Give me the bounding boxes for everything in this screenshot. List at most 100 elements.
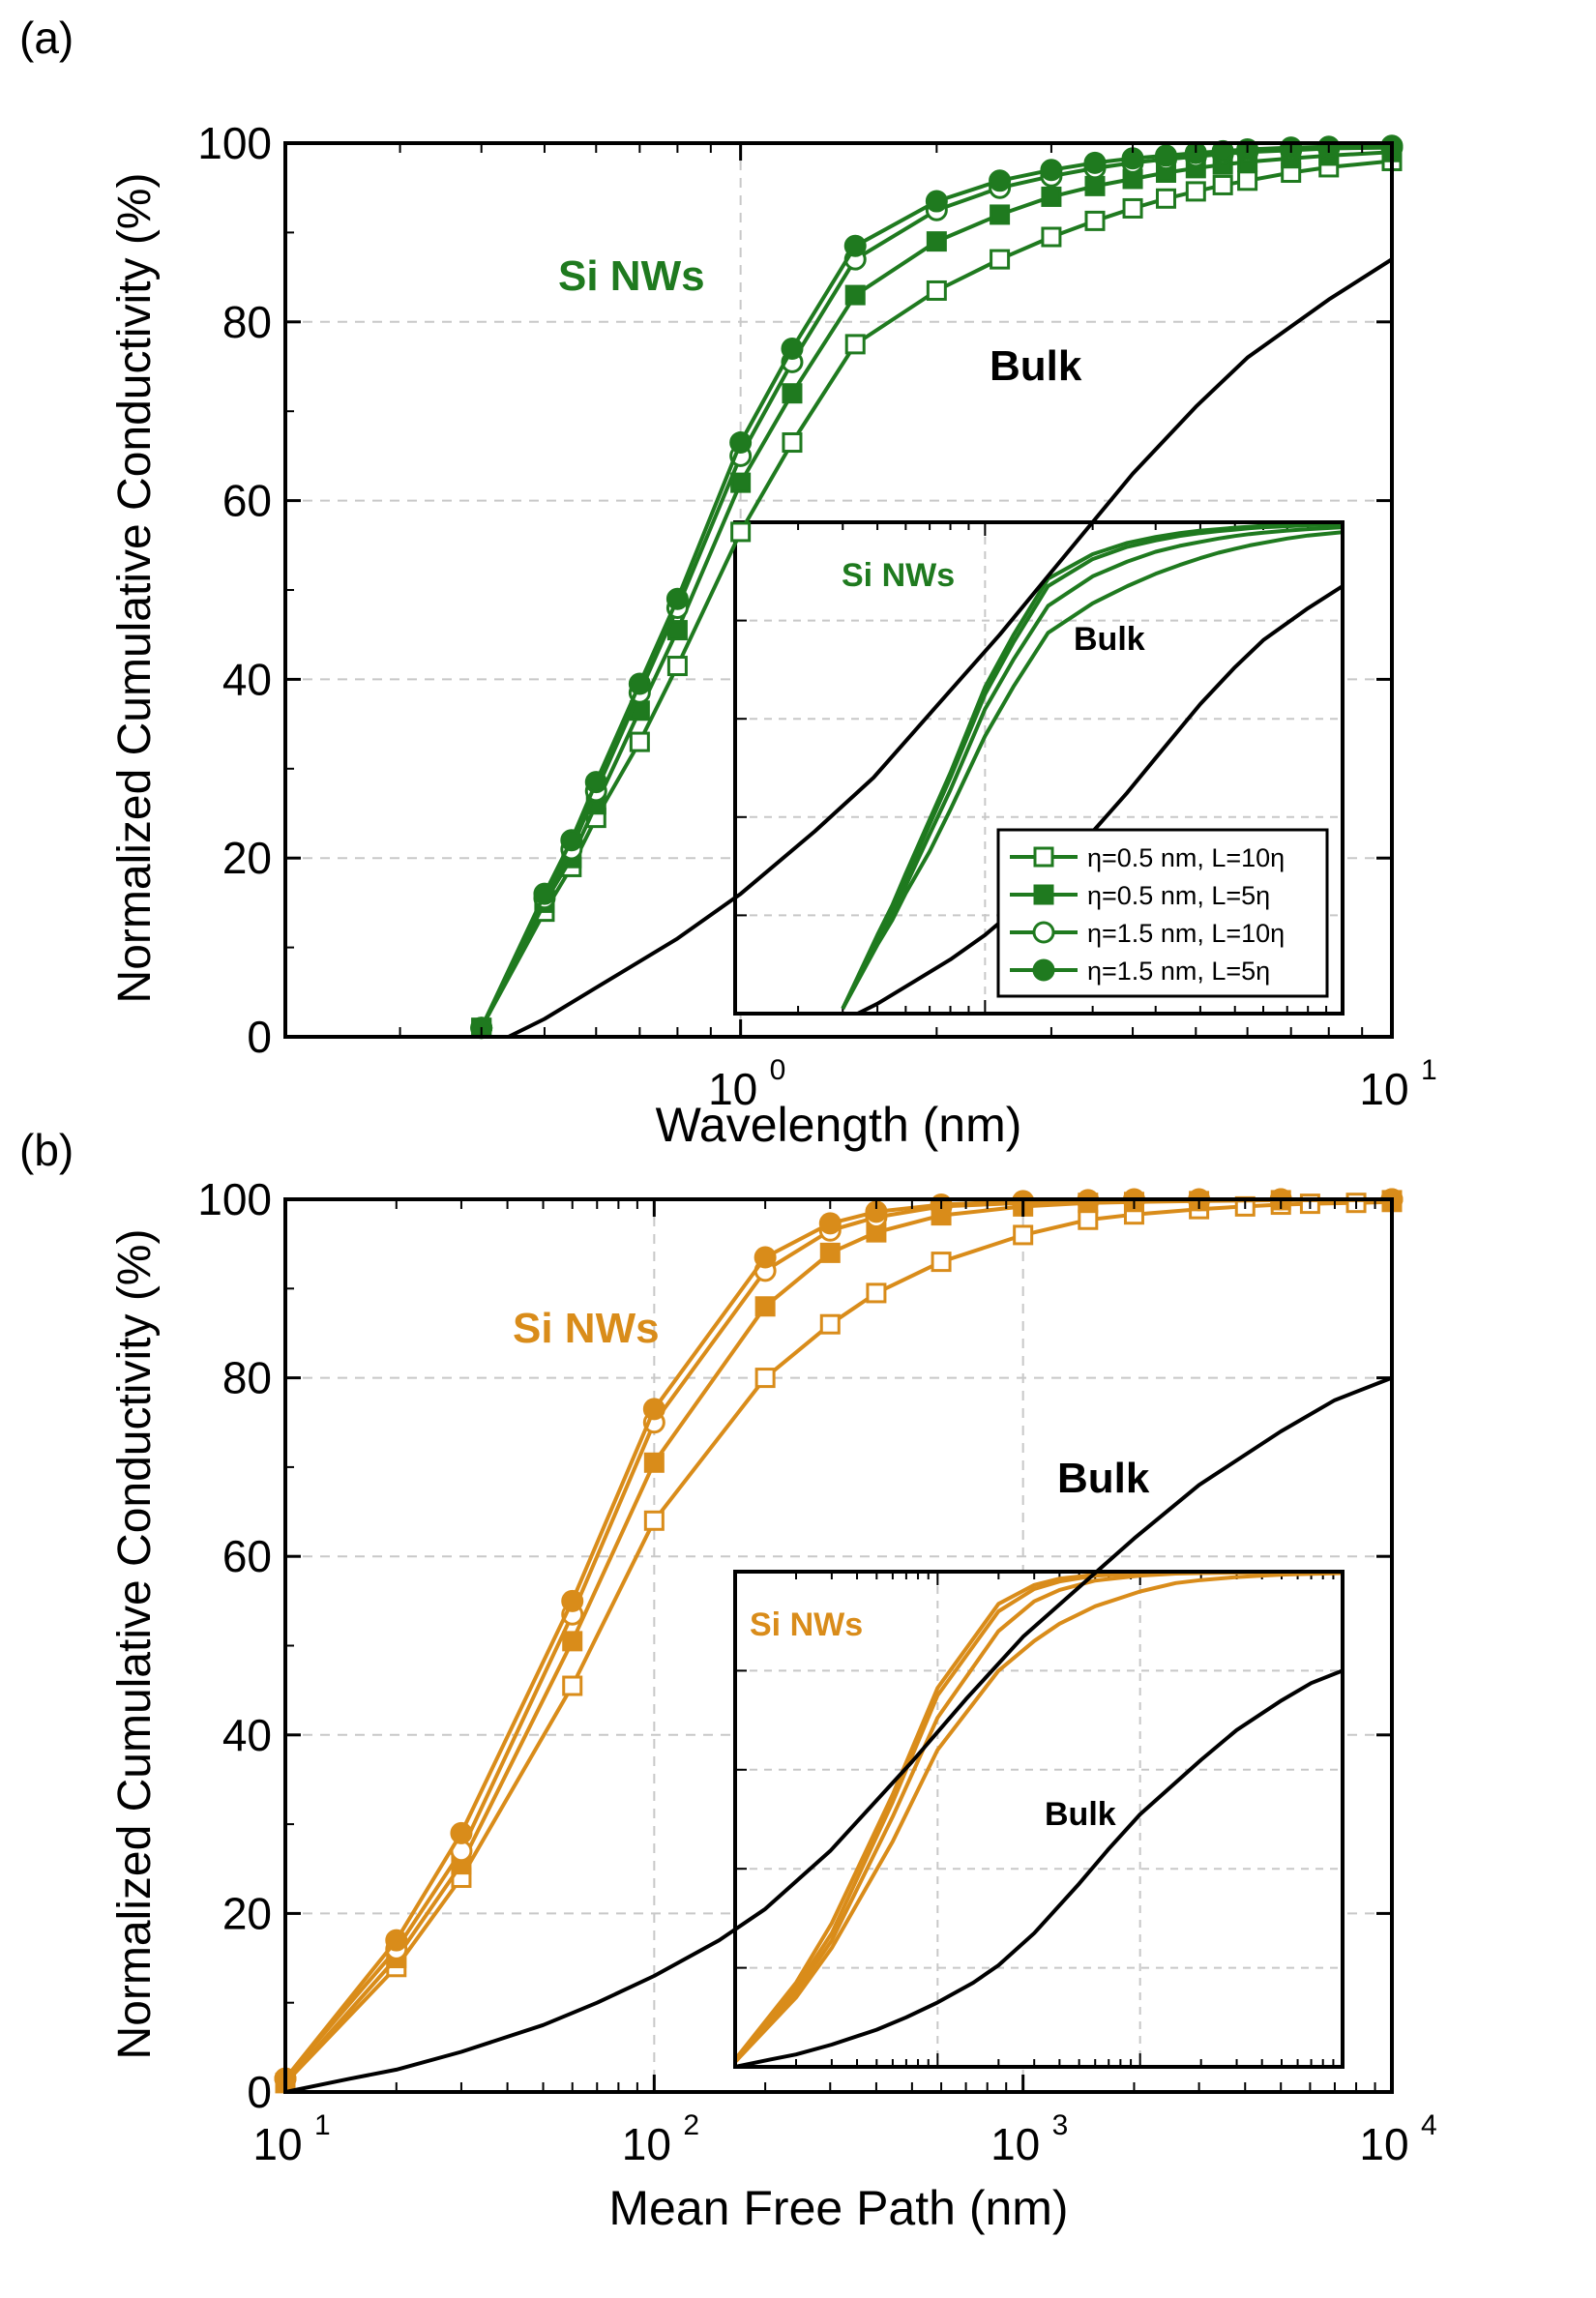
series-4-point <box>584 771 607 794</box>
legend-marker <box>1032 921 1055 944</box>
series-2-point <box>730 472 752 493</box>
x-tick-label: 10 <box>1359 1064 1408 1114</box>
x-tick-label: 10 <box>622 2119 671 2169</box>
panel-a-series <box>470 134 1404 1040</box>
series-1-point <box>754 1368 776 1389</box>
series-1-point <box>990 249 1011 270</box>
x-tick-label-exponent: 1 <box>1421 1054 1437 1086</box>
y-tick-label: 80 <box>222 1353 272 1403</box>
legend-entry: η=0.5 nm, L=10η <box>1087 843 1285 872</box>
y-tick-label: 0 <box>247 2067 272 2117</box>
series-1-point <box>666 656 688 677</box>
inset-frame <box>733 1570 1345 2069</box>
series-4-point <box>1040 159 1063 182</box>
series-2-point <box>819 1242 841 1263</box>
series-1-point <box>1237 170 1258 192</box>
series-1-point <box>1041 226 1062 248</box>
series-4-point <box>1083 151 1107 174</box>
bulk-line <box>507 257 1392 1037</box>
series-1-point <box>926 280 947 301</box>
x-tick-label-exponent: 4 <box>1421 2109 1437 2141</box>
series-2-point <box>1084 175 1106 196</box>
series-1-point <box>931 1252 952 1273</box>
inset-background <box>735 1572 1343 2067</box>
series-2-line <box>841 525 1343 1010</box>
inset-series <box>841 522 1343 1014</box>
series-4-point <box>665 587 689 610</box>
x-tick-label-exponent: 3 <box>1052 2109 1069 2141</box>
series-2-point <box>562 1631 583 1652</box>
series-4-point <box>642 1398 665 1421</box>
panel-a-annotation-bulk: Bulk <box>990 342 1082 390</box>
x-tick-label: 10 <box>990 2119 1040 2169</box>
legend-entry: η=1.5 nm, L=10η <box>1087 919 1285 948</box>
inset-annotation-bulk: Bulk <box>1045 1796 1116 1833</box>
series-1-point <box>1122 197 1143 219</box>
series-1-point <box>730 521 752 543</box>
panel-a-annotation-si-nws: Si NWs <box>558 252 705 300</box>
series-4-point <box>628 672 651 695</box>
y-tick-label: 40 <box>222 654 272 704</box>
y-tick-label: 100 <box>197 118 272 168</box>
series-1-point <box>1185 181 1206 202</box>
series-1-point <box>1212 174 1233 195</box>
panel-b-ticks: 0 20 40 60 80 100 10 1 10 2 10 3 10 4 <box>197 1174 1436 2169</box>
series-1-point <box>782 432 803 454</box>
panel-a-label: (a) <box>19 13 74 63</box>
series-4-point <box>754 1246 777 1269</box>
series-4-point <box>989 169 1012 192</box>
series-2-point <box>782 383 803 404</box>
inset-frame <box>733 520 1345 1016</box>
series-4-point <box>385 1929 408 1952</box>
x-tick-label: 10 <box>708 1064 757 1114</box>
x-tick-label-exponent: 2 <box>683 2109 699 2141</box>
series-4-line <box>735 1572 1343 2061</box>
series-1-point <box>844 334 866 355</box>
x-tick-label-exponent: 0 <box>770 1054 786 1086</box>
panel-b-x-axis-label: Mean Free Path (nm) <box>608 2181 1068 2235</box>
series-4-point <box>781 338 804 361</box>
x-tick-label: 10 <box>1359 2119 1408 2169</box>
series-2-point <box>844 284 866 306</box>
series-4-point <box>818 1212 842 1235</box>
panel-b-y-axis-label: Normalized Cumulative Conductivity (%) <box>109 1229 161 2060</box>
legend-entry: η=1.5 nm, L=5η <box>1087 957 1270 986</box>
series-4-point <box>450 1821 473 1844</box>
panel-b-grid <box>285 1199 1392 2092</box>
bulk-line <box>285 1375 1392 2092</box>
series-1-point <box>1084 210 1106 231</box>
series-4-point <box>843 234 867 257</box>
series-4-point <box>729 431 753 455</box>
bulk-line <box>735 1668 1343 2067</box>
series-2-point <box>926 231 947 252</box>
panel-b-annotation-bulk: Bulk <box>1057 1455 1150 1502</box>
series-1-point <box>1078 1209 1099 1230</box>
panel-b-label: (b) <box>19 1125 74 1175</box>
series-1-point <box>1155 188 1176 209</box>
series-2-point <box>643 1452 665 1473</box>
legend: η=0.5 nm, L=10η η=0.5 nm, L=5η η=1.5 nm, L… <box>996 828 1329 998</box>
legend-marker <box>1033 884 1054 905</box>
series-1-point <box>866 1282 887 1304</box>
y-tick-label: 60 <box>222 1531 272 1581</box>
y-tick-label: 20 <box>222 1888 272 1938</box>
legend-marker <box>1033 846 1054 868</box>
series-1-line <box>841 530 1343 1010</box>
series-1-line <box>735 1572 1343 2064</box>
series-4-point <box>533 882 556 905</box>
series-1-point <box>562 1675 583 1696</box>
inset-annotation-bulk: Bulk <box>1074 621 1145 658</box>
panel-a-grid <box>285 143 1392 1037</box>
y-tick-label: 40 <box>222 1710 272 1760</box>
panel-b-inset: Si NWs Bulk <box>733 1570 1345 2069</box>
panel-b-annotation-si-nws: Si NWs <box>513 1305 660 1352</box>
panel-b-series <box>274 1188 1404 2094</box>
series-4-line <box>841 522 1343 1010</box>
series-1-point <box>629 731 650 752</box>
panel-a-y-axis-label: Normalized Cumulative Conductivity (%) <box>109 173 161 1004</box>
